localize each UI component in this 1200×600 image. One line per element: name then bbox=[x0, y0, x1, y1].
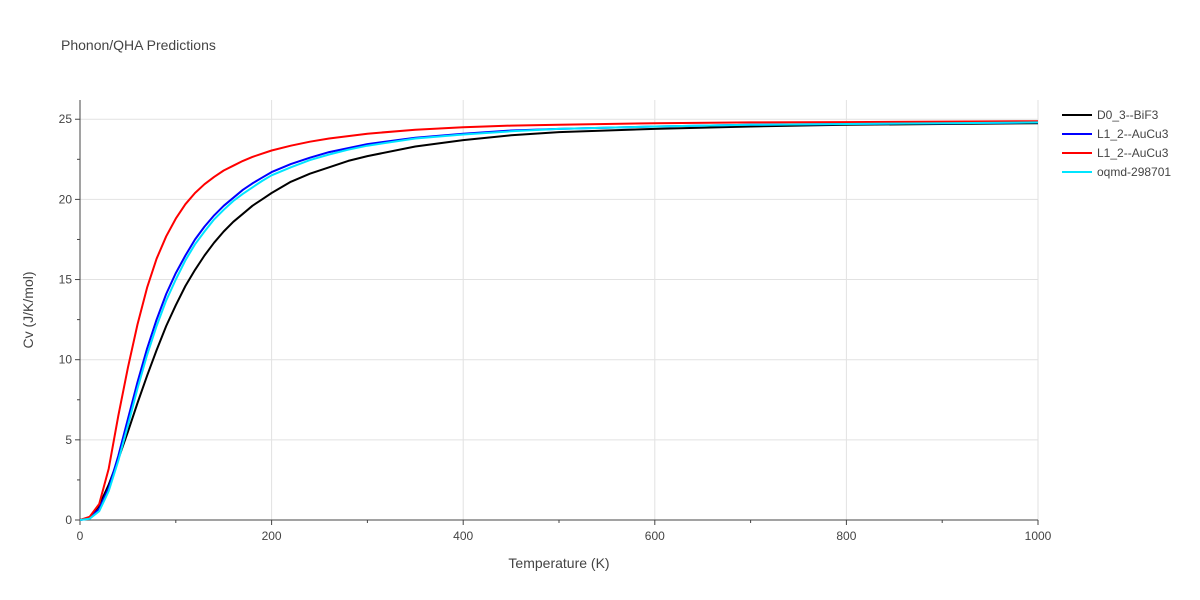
legend: D0_3--BiF3 L1_2--AuCu3 L1_2--AuCu3 oqmd-298… bbox=[1062, 108, 1171, 179]
chart-title: Phonon/QHA Predictions bbox=[61, 37, 216, 53]
series-line-3 bbox=[79, 120, 1039, 521]
legend-label: oqmd-298701 bbox=[1097, 165, 1171, 179]
axes bbox=[75, 100, 1039, 525]
y-tick-label: 20 bbox=[59, 192, 73, 206]
y-tick-label: 0 bbox=[65, 513, 72, 527]
y-tick-label: 25 bbox=[59, 112, 73, 126]
y-tick-label: 5 bbox=[65, 433, 72, 447]
tick-labels: 0 200 400 600 800 1000 0 5 10 15 20 25 bbox=[59, 112, 1052, 543]
x-tick-label: 800 bbox=[836, 529, 856, 543]
y-tick-label: 10 bbox=[59, 353, 73, 367]
x-tick-label: 600 bbox=[645, 529, 665, 543]
x-tick-label: 200 bbox=[262, 529, 282, 543]
legend-label: D0_3--BiF3 bbox=[1097, 108, 1159, 122]
legend-label: L1_2--AuCu3 bbox=[1097, 127, 1169, 141]
y-tick-label: 15 bbox=[59, 273, 73, 287]
series-line-4 bbox=[79, 121, 1039, 521]
x-tick-label: 1000 bbox=[1025, 529, 1052, 543]
grid-lines bbox=[80, 100, 1039, 520]
y-axis-label: Cv (J/K/mol) bbox=[20, 272, 36, 349]
x-tick-label: 0 bbox=[77, 529, 84, 543]
series-line-2 bbox=[79, 121, 1039, 521]
series-line-1 bbox=[79, 122, 1039, 521]
x-tick-label: 400 bbox=[453, 529, 473, 543]
legend-label: L1_2--AuCu3 bbox=[1097, 146, 1169, 160]
x-axis-label: Temperature (K) bbox=[508, 555, 609, 571]
series-lines bbox=[79, 120, 1039, 521]
